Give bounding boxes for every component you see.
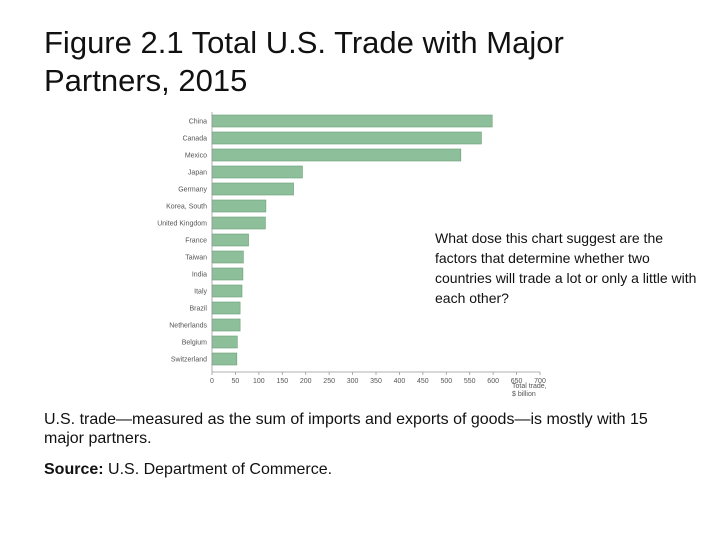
category-label: Korea, South xyxy=(166,204,207,211)
bar-united-kingdom xyxy=(211,216,266,230)
x-axis-label-line-2: $ billion xyxy=(512,391,536,398)
category-label: Germany xyxy=(178,187,207,194)
bar-japan xyxy=(211,165,303,179)
category-labels: China Canada Mexico Japan Germany Korea, Sout… xyxy=(157,119,207,364)
bar-netherlands xyxy=(211,318,241,332)
bars xyxy=(211,114,493,366)
category-label: Canada xyxy=(182,136,207,143)
bar-india xyxy=(211,267,244,281)
bar-china xyxy=(211,114,493,128)
source-note: Source: U.S. Department of Commerce. xyxy=(44,460,684,479)
category-label: Brazil xyxy=(189,306,207,313)
x-tick-label: 400 xyxy=(394,378,406,385)
x-tick-label: 450 xyxy=(417,378,429,385)
x-tick-label: 0 xyxy=(210,378,214,385)
x-tick-label: 150 xyxy=(276,378,288,385)
x-axis-label-line-1: Total trade, xyxy=(512,383,547,390)
bar-france xyxy=(211,233,249,247)
x-axis: 0 50 100 150 200 250 300 350 400 450 500 550 600 650 7… xyxy=(210,112,546,385)
bar-korea-south xyxy=(211,199,267,213)
question-callout: What dose this chart suggest are the fac… xyxy=(435,228,705,308)
category-label: Mexico xyxy=(185,153,207,160)
category-label: United Kingdom xyxy=(157,221,207,228)
x-tick-label: 650 xyxy=(511,378,523,385)
category-label: Switzerland xyxy=(171,357,207,364)
x-tick-label: 50 xyxy=(232,378,240,385)
bar-brazil xyxy=(211,301,241,315)
source-text: U.S. Department of Commerce. xyxy=(103,461,333,478)
bar-italy xyxy=(211,284,243,298)
x-tick-label: 700 xyxy=(534,378,546,385)
x-tick-label: 200 xyxy=(300,378,312,385)
source-label: Source: xyxy=(44,461,104,478)
category-label: Italy xyxy=(194,289,207,296)
x-tick-label: 100 xyxy=(253,378,265,385)
bar-taiwan xyxy=(211,250,244,264)
bar-canada xyxy=(211,131,482,145)
bar-switzerland xyxy=(211,352,238,366)
x-tick-label: 300 xyxy=(347,378,359,385)
bar-germany xyxy=(211,182,294,196)
category-label: India xyxy=(192,272,207,279)
x-tick-label: 550 xyxy=(464,378,476,385)
category-label: France xyxy=(185,238,207,245)
x-tick-label: 500 xyxy=(440,378,452,385)
category-label: Japan xyxy=(188,170,207,177)
category-label: Netherlands xyxy=(169,323,207,330)
category-label: China xyxy=(189,119,207,126)
trade-bar-chart: China Canada Mexico Japan Germany Korea, Sout… xyxy=(157,112,547,398)
x-tick-label: 600 xyxy=(487,378,499,385)
category-label: Belgium xyxy=(182,340,207,347)
x-tick-label: 250 xyxy=(323,378,335,385)
bar-mexico xyxy=(211,148,462,162)
chart-title: Figure 2.1 Total U.S. Trade with Major P… xyxy=(44,25,564,98)
x-tick-label: 350 xyxy=(370,378,382,385)
figure-caption: U.S. trade—measured as the sum of import… xyxy=(44,411,648,447)
category-label: Taiwan xyxy=(185,255,207,262)
bar-belgium xyxy=(211,335,238,349)
